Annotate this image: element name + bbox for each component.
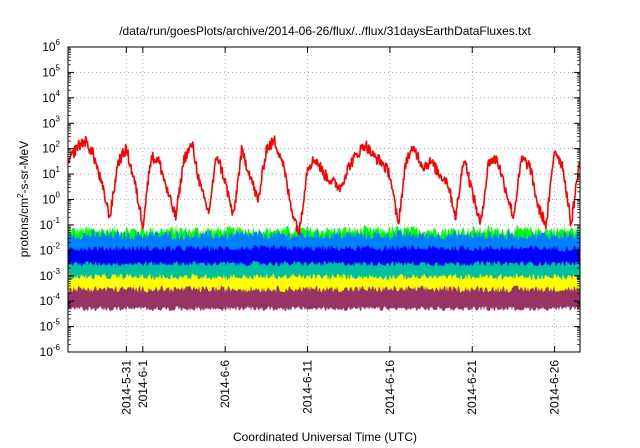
x-tick-label: 2014-6-21 <box>465 360 479 415</box>
y-tick-exponent: -2 <box>53 241 61 250</box>
y-tick-exponent: -6 <box>53 343 61 352</box>
chart-title: /data/run/goesPlots/archive/2014-06-26/f… <box>119 24 531 38</box>
x-tick-label: 2014-6-11 <box>301 360 315 414</box>
y-tick-exponent: 0 <box>56 191 61 200</box>
y-tick-exponent: 3 <box>56 114 61 123</box>
series-layer <box>67 135 581 312</box>
x-tick-label: 2014-6-1 <box>136 360 150 408</box>
y-tick-exponent: 5 <box>56 63 61 72</box>
y-tick-exponent: 1 <box>56 165 61 174</box>
y-tick-exponent: 2 <box>56 140 61 149</box>
x-tick-label: 2014-6-6 <box>218 360 232 408</box>
x-axis: 2014-5-31 2014-6-1 2014-6-6 2014-6-11 2014-6… <box>119 47 562 415</box>
y-axis-label-base: protons/cm <box>17 198 31 257</box>
x-tick-label: 2014-5-31 <box>119 360 133 415</box>
series-band-3 <box>68 244 580 271</box>
y-tick-exponent: -1 <box>53 216 61 225</box>
y-tick-exponent: -4 <box>53 292 61 301</box>
y-axis-label: protons/cm2-s-sr-MeV <box>16 141 31 257</box>
y-tick-exponent: 4 <box>56 89 61 98</box>
x-axis-label: Coordinated Universal Time (UTC) <box>233 430 417 444</box>
series-line-red <box>67 135 581 236</box>
y-axis-label-sup: 2 <box>16 193 25 198</box>
y-tick-exponent: -5 <box>53 318 61 327</box>
y-tick-exponent: 6 <box>56 38 61 47</box>
x-tick-label: 2014-6-16 <box>383 360 397 415</box>
series-band-6 <box>68 285 580 312</box>
y-axis-label-rest: -s-sr-MeV <box>17 141 31 194</box>
x-tick-label: 2014-6-26 <box>548 360 562 415</box>
y-tick-exponent: -3 <box>53 267 61 276</box>
